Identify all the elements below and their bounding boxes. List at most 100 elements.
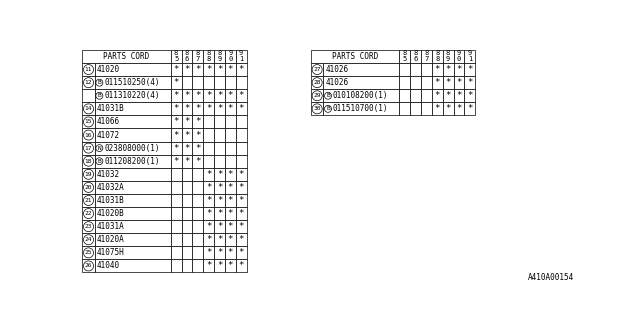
Text: 8: 8	[207, 56, 211, 62]
Text: *: *	[456, 78, 461, 87]
Bar	[225, 260, 236, 273]
Bar	[171, 155, 182, 168]
Bar	[95, 89, 171, 102]
Bar	[465, 76, 476, 89]
Text: *: *	[206, 209, 211, 218]
Bar	[83, 141, 95, 155]
Bar	[204, 116, 214, 129]
Text: *: *	[206, 91, 211, 100]
Bar	[214, 155, 225, 168]
Bar	[83, 260, 95, 273]
Bar	[399, 102, 410, 116]
Bar	[83, 50, 171, 63]
Text: *: *	[445, 91, 451, 100]
Text: 18: 18	[84, 159, 92, 164]
Bar	[83, 220, 95, 233]
Bar	[193, 155, 204, 168]
Text: *: *	[217, 65, 222, 74]
Bar	[193, 168, 204, 181]
Text: 25: 25	[84, 250, 92, 255]
Bar	[95, 168, 171, 181]
Text: 1: 1	[468, 56, 472, 62]
Bar	[182, 76, 193, 89]
Bar	[95, 207, 171, 220]
Bar	[182, 233, 193, 246]
Text: 5: 5	[403, 56, 407, 62]
Text: *: *	[228, 91, 233, 100]
Bar	[214, 102, 225, 116]
Text: *: *	[173, 131, 179, 140]
Bar	[225, 233, 236, 246]
Text: *: *	[206, 183, 211, 192]
Bar	[171, 207, 182, 220]
Bar	[204, 129, 214, 141]
Bar	[214, 50, 225, 63]
Text: *: *	[217, 170, 222, 179]
Bar	[454, 89, 465, 102]
Text: *: *	[184, 131, 189, 140]
Bar	[236, 220, 246, 233]
Text: 27: 27	[314, 67, 321, 72]
Bar	[454, 76, 465, 89]
Text: *: *	[228, 235, 233, 244]
Text: 16: 16	[84, 132, 92, 138]
Bar	[95, 155, 171, 168]
Bar	[182, 102, 193, 116]
Text: *: *	[173, 91, 179, 100]
Bar	[410, 102, 421, 116]
Bar	[171, 141, 182, 155]
Text: 41031B: 41031B	[97, 196, 125, 205]
Bar	[311, 50, 399, 63]
Text: 29: 29	[314, 93, 321, 98]
Text: *: *	[217, 235, 222, 244]
Bar	[432, 63, 443, 76]
Bar	[182, 260, 193, 273]
Bar	[214, 260, 225, 273]
Bar	[95, 129, 171, 141]
Text: *: *	[195, 65, 200, 74]
Bar	[171, 50, 182, 63]
Bar	[95, 63, 171, 76]
Bar	[421, 63, 432, 76]
Text: 5: 5	[174, 56, 178, 62]
Text: 8: 8	[435, 56, 440, 62]
Text: 41026: 41026	[326, 78, 349, 87]
Text: *: *	[217, 104, 222, 113]
Bar	[214, 181, 225, 194]
Text: *: *	[456, 65, 461, 74]
Bar	[225, 194, 236, 207]
Bar	[410, 76, 421, 89]
Text: *: *	[239, 235, 244, 244]
Bar	[214, 194, 225, 207]
Bar	[171, 76, 182, 89]
Text: 41072: 41072	[97, 131, 120, 140]
Bar	[421, 89, 432, 102]
Bar	[182, 141, 193, 155]
Bar	[432, 89, 443, 102]
Bar	[214, 168, 225, 181]
Bar	[171, 260, 182, 273]
Text: *: *	[467, 78, 472, 87]
Bar	[204, 102, 214, 116]
Bar	[204, 194, 214, 207]
Text: 6: 6	[185, 56, 189, 62]
Bar	[193, 260, 204, 273]
Bar	[311, 63, 323, 76]
Bar	[214, 89, 225, 102]
Text: 30: 30	[314, 106, 321, 111]
Bar	[182, 50, 193, 63]
Text: PARTS CORD: PARTS CORD	[332, 52, 378, 61]
Bar	[83, 181, 95, 194]
Bar	[95, 246, 171, 260]
Bar	[225, 168, 236, 181]
Text: *: *	[445, 78, 451, 87]
Text: 12: 12	[84, 80, 92, 85]
Bar	[214, 76, 225, 89]
Bar	[193, 141, 204, 155]
Text: 9: 9	[468, 50, 472, 56]
Bar	[236, 76, 246, 89]
Bar	[204, 246, 214, 260]
Text: *: *	[239, 183, 244, 192]
Bar	[443, 89, 454, 102]
Text: B: B	[326, 93, 330, 98]
